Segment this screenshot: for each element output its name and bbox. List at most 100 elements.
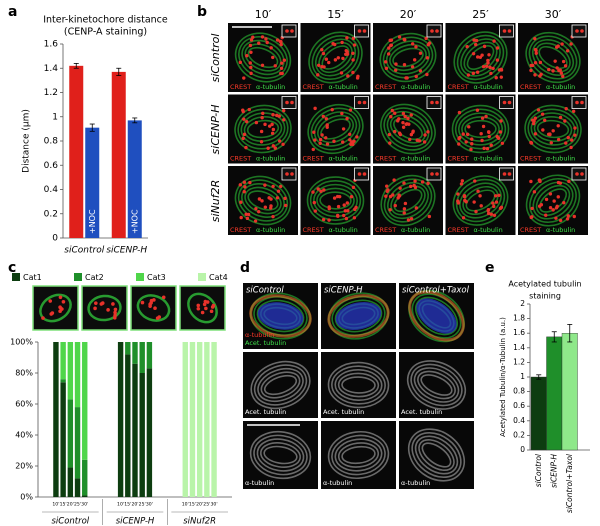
- kinetochore: [313, 209, 317, 213]
- kinetochore: [571, 109, 576, 114]
- kinetochore: [409, 217, 414, 221]
- kinetochore: [58, 295, 63, 300]
- spindle-fiber: [256, 299, 305, 333]
- kinetochore: [248, 43, 253, 48]
- micrograph: [300, 23, 371, 92]
- kinetochore: [425, 56, 430, 60]
- kinetochore: [283, 203, 288, 208]
- kinetochore: [566, 135, 570, 140]
- error-bar: [551, 331, 557, 343]
- spindle-fiber: [414, 435, 459, 475]
- spindle-fiber: [529, 177, 577, 224]
- bar-segment: [211, 342, 217, 497]
- inset-dot: [435, 172, 439, 176]
- column-label: siCENP-H: [324, 286, 363, 296]
- spindle-fiber: [466, 45, 495, 70]
- row-label: siControl: [209, 34, 222, 83]
- kinetochore: [330, 107, 334, 112]
- kinetochore: [327, 60, 331, 65]
- kinetochore: [569, 145, 573, 150]
- kinetochore: [414, 74, 418, 79]
- kinetochore: [319, 189, 323, 193]
- y-tick-label: 1.6: [513, 328, 525, 337]
- kinetochore: [482, 44, 487, 49]
- kinetochore: [558, 68, 562, 72]
- spindle-fiber: [310, 107, 361, 151]
- kinetochore: [333, 58, 338, 62]
- spindle-fiber: [327, 430, 390, 480]
- kinetochore: [427, 41, 432, 45]
- kinetochore: [530, 206, 534, 211]
- y-tick-label: 100%: [10, 338, 33, 347]
- kinetochore: [282, 58, 287, 62]
- y-tick-label: 1.6: [44, 40, 59, 50]
- kinetochore: [409, 113, 413, 117]
- kinetochore: [256, 209, 261, 214]
- kinetochore: [413, 185, 418, 190]
- inset: [571, 167, 587, 181]
- kinetochore: [196, 306, 201, 311]
- legend-label: Cat3: [147, 273, 166, 282]
- kinetochore: [396, 119, 400, 123]
- kinetochore: [558, 218, 563, 223]
- micrograph: [243, 352, 318, 418]
- bar: [546, 336, 563, 451]
- kinetochore: [554, 216, 558, 220]
- kinetochore: [239, 215, 243, 220]
- kinetochore: [472, 200, 476, 204]
- kinetochore: [383, 60, 388, 64]
- kinetochore: [276, 189, 281, 193]
- kinetochore: [211, 303, 216, 308]
- spindle-fiber: [334, 438, 383, 472]
- bar-segment: [67, 467, 74, 497]
- spindle-fiber: [317, 114, 354, 144]
- spindle-fiber: [247, 190, 279, 211]
- spindle-fiber: [331, 365, 386, 405]
- kinetochore: [266, 146, 270, 150]
- x-tick-label: siControl+Taxol: [565, 453, 574, 513]
- inset: [571, 24, 587, 38]
- spindle-fiber: [535, 184, 571, 217]
- kinetochore: [270, 122, 274, 127]
- micrograph: [228, 94, 298, 164]
- kinetochore: [533, 36, 537, 41]
- spindle-fiber: [524, 104, 582, 154]
- inset-dot: [580, 100, 584, 105]
- bar-segment: [204, 342, 210, 497]
- error-bar: [567, 324, 573, 343]
- kinetochore: [355, 135, 359, 139]
- kinetochore: [384, 66, 389, 71]
- kinetochore: [261, 111, 265, 116]
- chart-title: (CENP-A staining): [64, 27, 147, 38]
- kinetochore: [351, 58, 355, 62]
- kinetochore: [277, 139, 282, 143]
- kinetochore: [242, 117, 246, 121]
- kinetochore: [401, 125, 406, 129]
- inset-dot: [430, 100, 434, 105]
- inset: [426, 24, 442, 38]
- kinetochore: [340, 111, 344, 116]
- kinetochore: [196, 303, 201, 308]
- kinetochore: [320, 65, 324, 69]
- kinetochore: [558, 181, 563, 185]
- inset-dot: [357, 29, 362, 33]
- kinetochore: [476, 189, 480, 193]
- kinetochore: [556, 195, 560, 199]
- inset: [281, 96, 297, 109]
- bar-segment: [132, 342, 138, 364]
- spindle-fiber: [532, 181, 574, 220]
- kinetochore: [534, 48, 538, 53]
- spindle-fiber: [393, 188, 423, 213]
- kinetochore: [387, 46, 391, 50]
- kinetochore: [536, 108, 541, 112]
- kinetochore: [254, 120, 259, 125]
- spindle-fiber: [306, 176, 365, 225]
- kinetochore: [271, 127, 276, 132]
- bar-segment: [82, 342, 88, 460]
- kinetochore: [538, 60, 543, 65]
- kinetochore: [491, 66, 495, 71]
- kinetochore: [271, 184, 275, 189]
- spindle-fiber: [452, 175, 509, 226]
- kinetochore: [313, 138, 317, 142]
- kinetochore: [346, 209, 350, 213]
